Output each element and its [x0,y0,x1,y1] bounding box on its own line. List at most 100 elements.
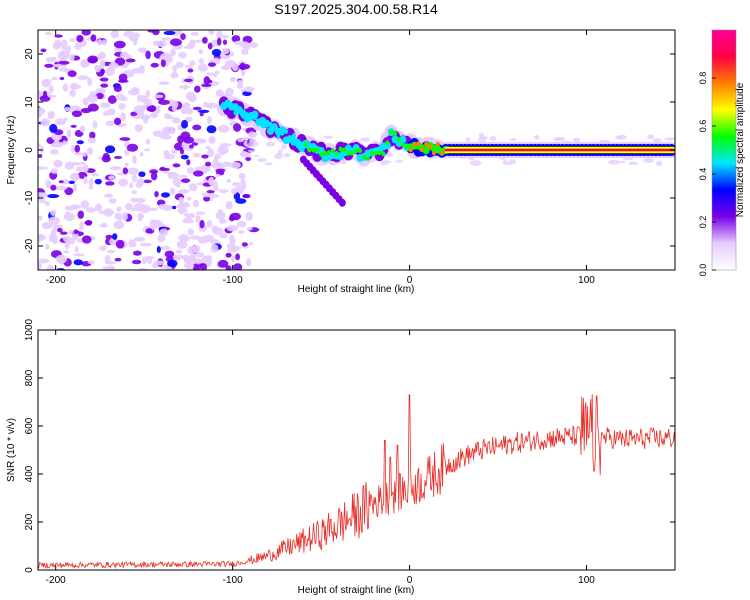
spectrogram-noise-cell [158,99,170,105]
spectrogram-noise-cell [88,178,94,186]
spectrogram-noise-cell [70,145,76,153]
spectrogram-noise-cell [618,160,626,164]
spectrogram-noise-cell [182,102,191,109]
spectrogram-noise-cell [140,105,148,110]
spectrogram-noise-cell [68,180,75,185]
colorbar-tick-label: 0.2 [698,216,708,229]
spectrogram-noise-cell [70,161,82,166]
snr-x-tick-label: 100 [578,575,595,586]
spectrogram-noise-cell [106,249,116,254]
spectrogram-noise-cell [59,76,65,81]
spectrogram-noise-cell [242,91,252,97]
spectrogram-noise-cell [190,31,200,36]
spectrogram-noise-cell [533,135,540,140]
spectrogram-noise-cell [124,203,134,211]
spectrogram-noise-cell [478,137,487,144]
spectrogram-noise-cell [214,70,220,75]
spectrogram-noise-cell [205,145,211,150]
spectrogram-noise-cell [51,76,58,81]
spectrogram-noise-cell [237,230,245,234]
spectrogram-noise-cell [274,153,283,159]
spectrogram-noise-cell [160,245,171,251]
spectrogram-noise-cell [195,39,202,43]
snr-y-label: SNR (10 * v/v) [6,418,17,482]
spectrogram-noise-cell [257,158,267,162]
spectrogram-noise-cell [38,153,43,158]
spectrogram-noise-cell [69,53,75,62]
spectrogram-noise-cell [198,49,204,55]
spectrogram-track-cell [354,148,359,154]
spectrogram-noise-cell [199,112,204,117]
spectrogram-noise-cell [83,176,88,185]
spectrogram-noise-cell [153,94,164,99]
spectrogram-noise-cell [178,85,191,89]
spectrogram-noise-cell [218,124,230,133]
spectrogram-noise-cell [47,94,57,98]
spectrogram-noise-cell [165,265,172,270]
spectrogram-noise-cell [99,59,106,69]
spectrogram-track-cell [287,138,292,144]
spectrogram-noise-cell [323,135,333,139]
spectrogram-noise-cell [80,107,92,114]
spectrogram-noise-cell [107,95,117,104]
spectrogram-noise-cell [199,263,208,270]
spectrogram-noise-cell [153,260,165,266]
spectrogram-noise-cell [80,200,90,209]
spectrogram-noise-cell [123,30,135,38]
spectrogram-track-cell [338,146,343,152]
spectrogram-noise-cell [80,161,86,165]
spectrogram-noise-cell [73,259,83,266]
spectrogram-noise-cell [137,267,148,270]
spectrogram-track-cell [424,141,429,147]
spectrogram-noise-cell [70,124,77,128]
spectrogram-noise-cell [101,155,111,163]
spectrogram-track-cell [233,110,238,116]
spectrogram-noise-cell [45,31,53,36]
spectrogram-noise-cell [206,125,217,134]
spectrogram-noise-cell [614,136,622,140]
spectrogram-noise-cell [45,179,52,189]
spectrogram-track-cell [377,150,382,156]
spectrogram-track-cell [412,142,417,148]
spectrogram-noise-cell [219,218,227,224]
spectrogram-noise-cell [105,234,114,240]
spectrogram-noise-cell [52,237,58,245]
spectrogram-noise-cell [39,95,51,102]
spectrogram-noise-cell [59,49,69,58]
spectrogram-track-cell [346,150,351,156]
spectrogram-noise-cell [107,108,116,116]
spectrogram-x-tick-label: 0 [407,275,413,286]
spectrogram-noise-cell [82,97,89,106]
spectrogram-noise-cell [232,123,242,132]
spectrogram-noise-cell [86,37,92,41]
spectrogram-noise-cell [38,262,43,270]
spectrogram-noise-cell [44,200,50,206]
spectrogram-noise-cell [50,142,61,148]
spectrogram-noise-cell [122,167,129,175]
colorbar-frame [711,29,737,271]
spectrogram-noise-cell [73,229,79,235]
spectrogram-y-tick-label: -10 [24,190,35,205]
spectrogram-track-cell [350,150,355,156]
spectrogram-track-cell [323,150,328,156]
spectrogram-y-tick-label: 20 [24,48,35,60]
spectrogram-noise-cell [208,136,216,144]
spectrogram-noise-cell [502,160,509,165]
spectrogram-noise-cell [212,57,221,65]
spectrogram-noise-cell [52,227,58,231]
spectrogram-noise-cell [50,209,57,216]
spectrogram-noise-cell [231,256,236,262]
spectrogram-noise-cell [115,93,125,101]
spectrogram-noise-cell [77,210,85,219]
spectrogram-noise-cell [54,39,62,49]
colorbar-label: Normalized spectral amplitude [735,82,746,217]
spectrogram-noise-cell [98,245,107,251]
spectrogram-noise-cell [132,242,137,247]
spectrogram-noise-cell [183,217,193,223]
spectrogram-noise-cell [187,68,194,73]
spectrogram-noise-cell [132,115,144,119]
spectrogram-noise-cell [94,178,102,185]
spectrogram-noise-cell [108,62,119,70]
spectrogram-noise-cell [133,236,146,242]
spectrogram-noise-cell [92,120,98,129]
